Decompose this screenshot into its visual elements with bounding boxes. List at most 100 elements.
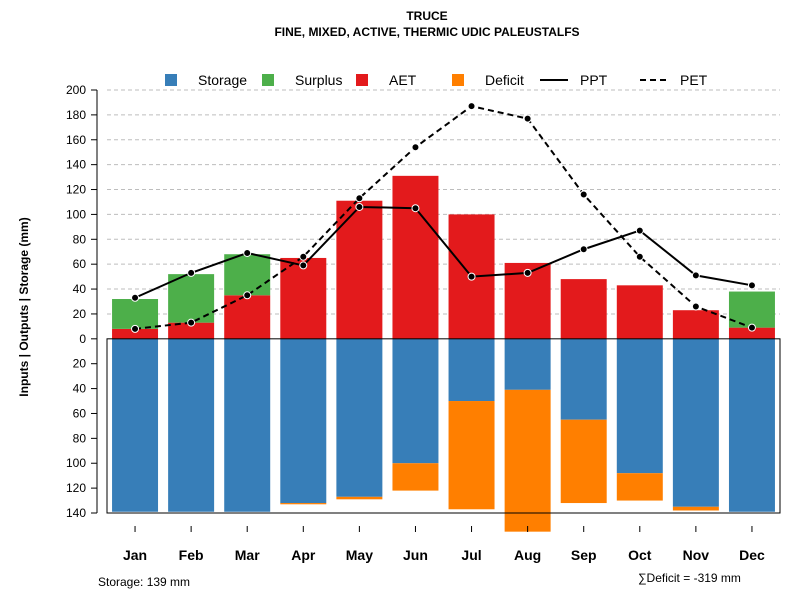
y-tick-label: 40 [73, 282, 87, 296]
storage-bar [616, 338, 663, 474]
deficit-note: ∑Deficit = -319 mm [638, 571, 741, 585]
y-tick-label: 20 [73, 307, 87, 321]
ppt-point [579, 245, 588, 254]
deficit-bar [672, 506, 719, 511]
surplus-bar [112, 299, 159, 329]
legend-label-ppt: PPT [580, 72, 608, 88]
aet-bar [672, 310, 719, 339]
axes: 2001801601401201008060402002040608010012… [66, 83, 781, 563]
storage-bar [728, 338, 775, 512]
x-tick-label: Jan [123, 547, 147, 563]
y-tick-label: 180 [66, 108, 86, 122]
pet-point [635, 252, 644, 261]
x-tick-label: Oct [628, 547, 652, 563]
x-tick-label: Feb [179, 547, 204, 563]
aet-bar [616, 285, 663, 339]
y-tick-label: 60 [73, 257, 87, 271]
aet-bar [224, 295, 271, 339]
x-tick-label: Jul [461, 547, 481, 563]
ppt-point [299, 261, 308, 270]
ppt-point [131, 293, 140, 302]
aet-bar [112, 328, 159, 339]
x-tick-label: Dec [739, 547, 765, 563]
deficit-bar [560, 419, 607, 504]
x-tick-label: May [346, 547, 373, 563]
lines [131, 102, 756, 333]
pet-point [467, 102, 476, 111]
x-tick-label: Nov [683, 547, 710, 563]
aet-bar [168, 322, 215, 339]
pet-line [134, 105, 753, 330]
pet-point [299, 252, 308, 261]
pet-point [747, 323, 756, 332]
x-tick-label: Jun [403, 547, 428, 563]
aet-bar [336, 200, 383, 339]
legend-label-storage: Storage [198, 72, 247, 88]
legend-swatch-storage [165, 74, 177, 86]
ppt-point [523, 268, 532, 277]
deficit-bar [392, 463, 439, 491]
x-tick-label: Mar [235, 547, 260, 563]
chart-title: TRUCE [406, 9, 447, 23]
legend: Storage Surplus AET Deficit PPT PET [165, 72, 708, 88]
gridlines [107, 89, 780, 315]
y-tick-label: 20 [73, 357, 87, 371]
storage-bar [224, 338, 271, 512]
bars [112, 175, 775, 532]
y-tick-label: 120 [66, 481, 86, 495]
storage-frame [106, 338, 781, 514]
storage-bar [336, 338, 383, 497]
storage-bar [560, 338, 607, 420]
storage-bar [392, 338, 439, 464]
y-tick-label: 200 [66, 83, 86, 97]
y-tick-label: 160 [66, 133, 86, 147]
pet-point [579, 190, 588, 199]
storage-bar [112, 338, 159, 512]
x-tick-label: Apr [291, 547, 316, 563]
pet-point [187, 318, 196, 327]
ppt-point [635, 226, 644, 235]
chart-subtitle: FINE, MIXED, ACTIVE, THERMIC UDIC PALEUS… [274, 25, 579, 39]
ppt-point [747, 281, 756, 290]
aet-bar [280, 257, 327, 339]
legend-swatch-surplus [262, 74, 274, 86]
pet-point [131, 324, 140, 333]
storage-note: Storage: 139 mm [98, 575, 190, 589]
ppt-point [691, 271, 700, 280]
storage-bar [504, 338, 551, 390]
y-tick-label: 80 [73, 232, 87, 246]
y-tick-label: 140 [66, 506, 86, 520]
pet-point [691, 302, 700, 311]
deficit-bar [280, 503, 327, 505]
aet-bar [392, 175, 439, 339]
y-axis-label: Inputs | Outputs | Storage (mm) [17, 217, 31, 396]
legend-label-pet: PET [680, 72, 708, 88]
storage-bar [280, 338, 327, 504]
deficit-bar [504, 389, 551, 532]
x-tick-label: Aug [514, 547, 541, 563]
ppt-point [355, 202, 364, 211]
ppt-point [187, 268, 196, 277]
legend-swatch-deficit [452, 74, 464, 86]
storage-bar [672, 338, 719, 507]
storage-bar [168, 338, 215, 512]
storage-bar [448, 338, 495, 402]
pet-point [411, 143, 420, 152]
pet-point [355, 194, 364, 203]
aet-bar [560, 279, 607, 339]
y-tick-label: 80 [73, 431, 87, 445]
legend-label-deficit: Deficit [485, 72, 524, 88]
aet-bar [728, 327, 775, 339]
deficit-bar [336, 496, 383, 500]
legend-swatch-aet [356, 74, 368, 86]
deficit-bar [616, 473, 663, 501]
legend-label-aet: AET [389, 72, 417, 88]
y-tick-label: 120 [66, 183, 86, 197]
y-tick-label: 40 [73, 382, 87, 396]
y-tick-label: 100 [66, 456, 86, 470]
pet-point [523, 114, 532, 123]
surplus-bar [224, 254, 271, 296]
pet-point [243, 291, 252, 300]
ppt-line [134, 205, 753, 299]
